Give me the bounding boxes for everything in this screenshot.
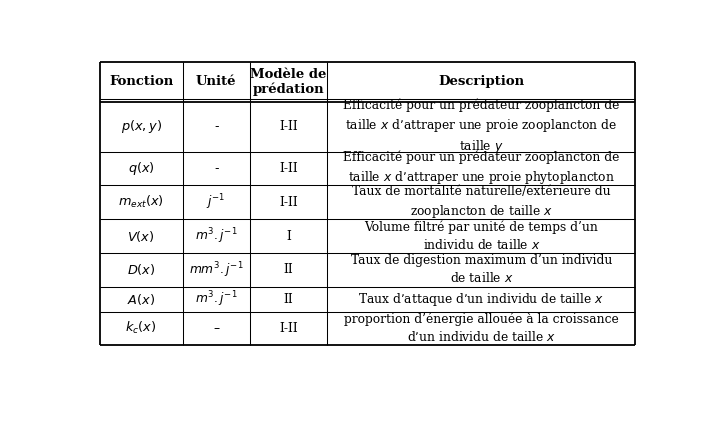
- Text: $q(x)$: $q(x)$: [128, 160, 155, 177]
- Text: Description: Description: [438, 75, 524, 88]
- Text: -: -: [214, 120, 219, 133]
- Text: $m^3.j^{-1}$: $m^3.j^{-1}$: [195, 226, 237, 246]
- Text: I-II: I-II: [279, 322, 298, 335]
- Text: I-II: I-II: [279, 196, 298, 209]
- Text: II: II: [284, 263, 293, 276]
- Text: Efficacité pour un prédateur zooplancton de
taille $x$ d’attraper une proie zoop: Efficacité pour un prédateur zooplancton…: [343, 98, 619, 155]
- Text: $V(x)$: $V(x)$: [128, 229, 155, 244]
- Text: –: –: [213, 322, 219, 335]
- Text: $j^{-1}$: $j^{-1}$: [206, 193, 226, 212]
- Text: Taux d’attaque d’un individu de taille $x$: Taux d’attaque d’un individu de taille $…: [358, 290, 604, 307]
- Text: $A(x)$: $A(x)$: [127, 292, 155, 307]
- Text: $p(x,y)$: $p(x,y)$: [120, 118, 161, 135]
- Text: proportion d’énergie allouée à la croissance
d’un individu de taille $x$: proportion d’énergie allouée à la croiss…: [344, 312, 619, 344]
- Text: Efficacité pour un prédateur zooplancton de
taille $x$ d’attraper une proie phyt: Efficacité pour un prédateur zooplancton…: [343, 151, 619, 186]
- Text: Fonction: Fonction: [109, 75, 174, 88]
- Text: -: -: [214, 162, 219, 175]
- Text: I: I: [286, 230, 291, 243]
- Text: $mm^3.j^{-1}$: $mm^3.j^{-1}$: [189, 260, 244, 279]
- Text: Unité: Unité: [196, 75, 237, 88]
- Text: Modèle de
prédation: Modèle de prédation: [250, 67, 327, 96]
- Text: $D(x)$: $D(x)$: [127, 262, 156, 277]
- Text: $m^3.j^{-1}$: $m^3.j^{-1}$: [195, 289, 237, 309]
- Text: I-II: I-II: [279, 162, 298, 175]
- Text: Taux de digestion maximum d’un individu
de taille $x$: Taux de digestion maximum d’un individu …: [351, 254, 612, 286]
- Text: I-II: I-II: [279, 120, 298, 133]
- Text: $m_{ext}(x)$: $m_{ext}(x)$: [118, 194, 164, 210]
- Text: II: II: [284, 293, 293, 306]
- Text: Taux de mortalité naturelle/extérieure du
zooplancton de taille $x$: Taux de mortalité naturelle/extérieure d…: [352, 185, 611, 220]
- Text: Volume filtré par unité de temps d’un
individu de taille $x$: Volume filtré par unité de temps d’un in…: [364, 220, 598, 252]
- Text: $k_c(x)$: $k_c(x)$: [125, 320, 157, 336]
